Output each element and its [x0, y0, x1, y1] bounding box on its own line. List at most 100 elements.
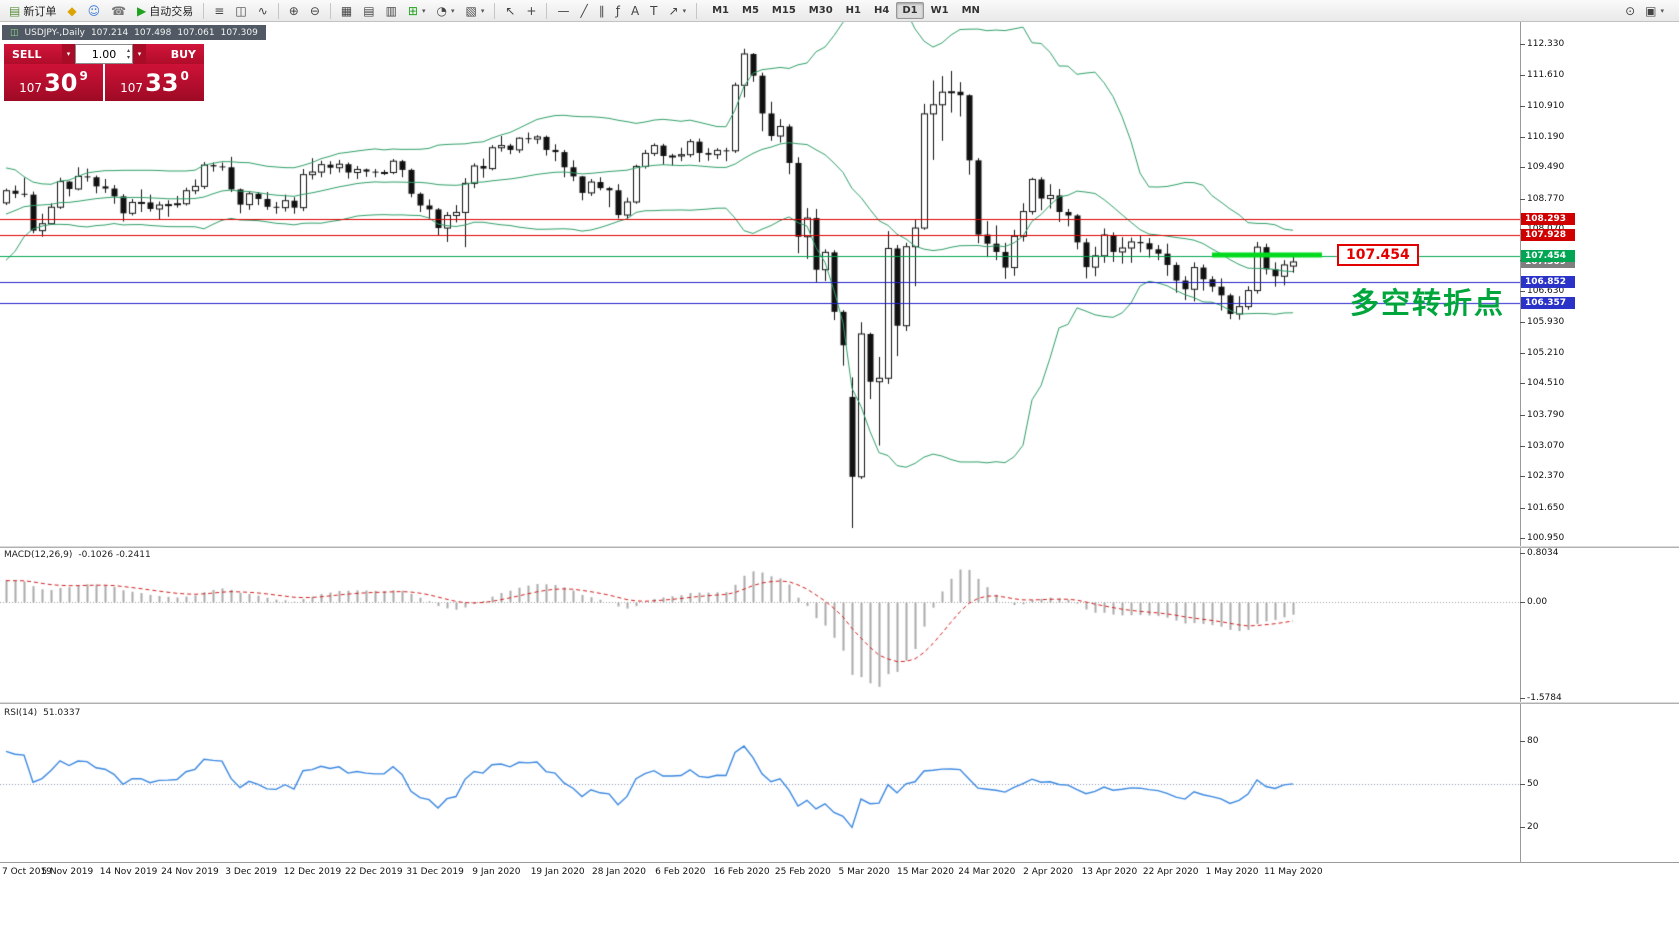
price-scale-tick: 105.930	[1519, 316, 1565, 327]
search-button[interactable]: ⊙	[1620, 1, 1640, 21]
zoom-out-button[interactable]: ⊖	[305, 1, 325, 21]
candlestick-chart-icon: ◫	[235, 3, 247, 18]
cascade-windows-button[interactable]: ▤	[358, 1, 379, 21]
price-callout-label[interactable]: 107.454	[1337, 244, 1419, 266]
quote-low: 107.061	[177, 27, 215, 38]
tile-vertical-button[interactable]: ▥	[381, 1, 402, 21]
timeframe-mn-button[interactable]: MN	[961, 5, 980, 16]
timeframe-d1-button[interactable]: D1	[896, 2, 924, 19]
price-scale-border[interactable]	[1520, 22, 1521, 862]
time-axis-border	[0, 862, 1679, 863]
sell-label[interactable]: SELL	[4, 44, 62, 64]
chart-window[interactable]: ◫ USDJPY-,Daily 107.214 107.498 107.061 …	[0, 22, 1679, 947]
time-axis-label: 22 Dec 2019	[345, 867, 403, 877]
tile-windows-button[interactable]: ▦	[336, 1, 357, 21]
quote-open: 107.214	[90, 27, 129, 38]
buy-price-sup: 0	[180, 69, 189, 83]
time-axis-label: 3 Dec 2019	[225, 867, 278, 877]
hline-tool-button[interactable]: —	[552, 1, 574, 21]
crosshair-icon: +	[526, 3, 537, 18]
volume-input[interactable]: 1.00 ▴ ▾	[75, 44, 133, 64]
new-order-button[interactable]: ▤ 新订单	[4, 1, 61, 21]
autotrading-button[interactable]: ▶ 自动交易	[132, 1, 198, 21]
timeframe-m1-button[interactable]: M1	[712, 5, 729, 16]
buy-price-big: 33	[145, 68, 179, 97]
rsi-label: RSI(14) 51.0337	[4, 708, 80, 718]
layout-button[interactable]: ▣ ▾	[1640, 1, 1669, 21]
period-selector-button[interactable]: ◔ ▾	[431, 1, 459, 21]
time-axis-label: 13 Apr 2020	[1081, 867, 1138, 877]
buy-button[interactable]: 107 33 0	[105, 64, 204, 101]
time-axis-label: 24 Mar 2020	[958, 867, 1016, 877]
timeframe-h4-button[interactable]: H4	[874, 5, 890, 16]
timeframe-m15-button[interactable]: M15	[771, 5, 796, 16]
text-label-tool-button[interactable]: T	[645, 1, 662, 21]
line-chart-icon: ∿	[257, 3, 268, 18]
community-button[interactable]: ☺	[83, 1, 106, 21]
buy-label[interactable]: BUY	[146, 44, 204, 64]
period-selector-icon: ◔	[436, 3, 447, 18]
macd-indicator-canvas[interactable]	[0, 548, 1520, 702]
channel-tool-button[interactable]: ∥	[594, 1, 610, 21]
sell-price-sup: 9	[79, 69, 88, 83]
crosshair-button[interactable]: +	[521, 1, 541, 21]
cursor-icon: ↖	[505, 3, 516, 18]
cascade-windows-icon: ▤	[363, 3, 375, 18]
zoom-in-button[interactable]: ⊕	[284, 1, 304, 21]
price-scale-tick: 106.630	[1519, 286, 1565, 297]
trendline-tool-icon: ╱	[580, 3, 588, 18]
timeframe-m30-button[interactable]: M30	[808, 5, 833, 16]
timeframe-m5-button[interactable]: M5	[742, 5, 759, 16]
candlestick-chart-button[interactable]: ◫	[230, 1, 251, 21]
rsi-indicator-canvas[interactable]	[0, 704, 1520, 862]
macd-panel-splitter[interactable]	[0, 546, 1679, 548]
time-axis-label: 15 Mar 2020	[896, 867, 955, 877]
new-window-icon: ⊞	[407, 3, 418, 18]
sell-button[interactable]: 107 30 9	[4, 64, 103, 101]
support-button[interactable]: ☎	[106, 1, 131, 21]
rsi-panel-splitter[interactable]	[0, 702, 1679, 704]
toolbar-separator	[696, 2, 698, 19]
new-window-button[interactable]: ⊞ ▾	[403, 1, 431, 21]
trendline-tool-button[interactable]: ╱	[575, 1, 592, 21]
buy-price-prefix: 107	[120, 81, 144, 95]
arrows-tool-button[interactable]: ↗ ▾	[664, 1, 692, 21]
text-tool-button[interactable]: A	[626, 1, 644, 21]
community-icon: ☺	[87, 3, 101, 18]
macd-scale-tick: 0.00	[1519, 596, 1548, 607]
time-axis-label: 6 Feb 2020	[655, 867, 706, 877]
price-scale-tick: 100.950	[1519, 533, 1565, 543]
dropdown-caret-icon: ▾	[682, 6, 687, 15]
zoom-out-icon: ⊖	[309, 3, 320, 18]
volume-spinner[interactable]: ▴ ▾	[127, 47, 130, 61]
price-scale-tick: 103.790	[1519, 409, 1565, 420]
template-button[interactable]: ▧ ▾	[460, 1, 489, 21]
timeframe-h1-button[interactable]: H1	[845, 5, 861, 16]
rsi-name: RSI(14)	[4, 708, 38, 718]
sell-options-caret-icon[interactable]: ▾	[62, 44, 75, 64]
timeframe-w1-button[interactable]: W1	[930, 5, 949, 16]
price-scale-tick: 101.650	[1519, 502, 1565, 513]
price-tag: 108.293	[1521, 213, 1575, 226]
price-scale-tick: 109.490	[1519, 162, 1565, 173]
fibonacci-tool-button[interactable]: ƒ	[611, 1, 625, 21]
cursor-button[interactable]: ↖	[500, 1, 520, 21]
time-axis-label: 25 Feb 2020	[774, 867, 831, 877]
one-click-trading-panel: SELL ▾ 1.00 ▴ ▾ ▾ BUY 107 30	[4, 44, 204, 101]
line-chart-button[interactable]: ∿	[253, 1, 273, 21]
time-axis-label: 5 Nov 2019	[41, 867, 94, 877]
arrows-tool-icon: ↗	[668, 3, 679, 18]
buy-options-caret-icon[interactable]: ▾	[133, 44, 146, 64]
spinner-down-icon[interactable]: ▾	[126, 54, 130, 61]
time-axis-label: 28 Jan 2020	[592, 867, 646, 877]
price-chart-canvas[interactable]	[0, 22, 1520, 546]
spinner-up-icon[interactable]: ▴	[126, 47, 130, 54]
bars-chart-button[interactable]: ≡	[209, 1, 229, 21]
search-icon: ⊙	[1625, 3, 1636, 18]
price-tag: 107.454	[1521, 249, 1575, 262]
support-icon: ☎	[111, 3, 127, 18]
metaeditor-button[interactable]: ◆	[62, 1, 81, 21]
quote-high: 107.498	[134, 27, 172, 38]
sell-price-big: 30	[44, 68, 78, 97]
bars-chart-icon: ≡	[214, 3, 225, 18]
